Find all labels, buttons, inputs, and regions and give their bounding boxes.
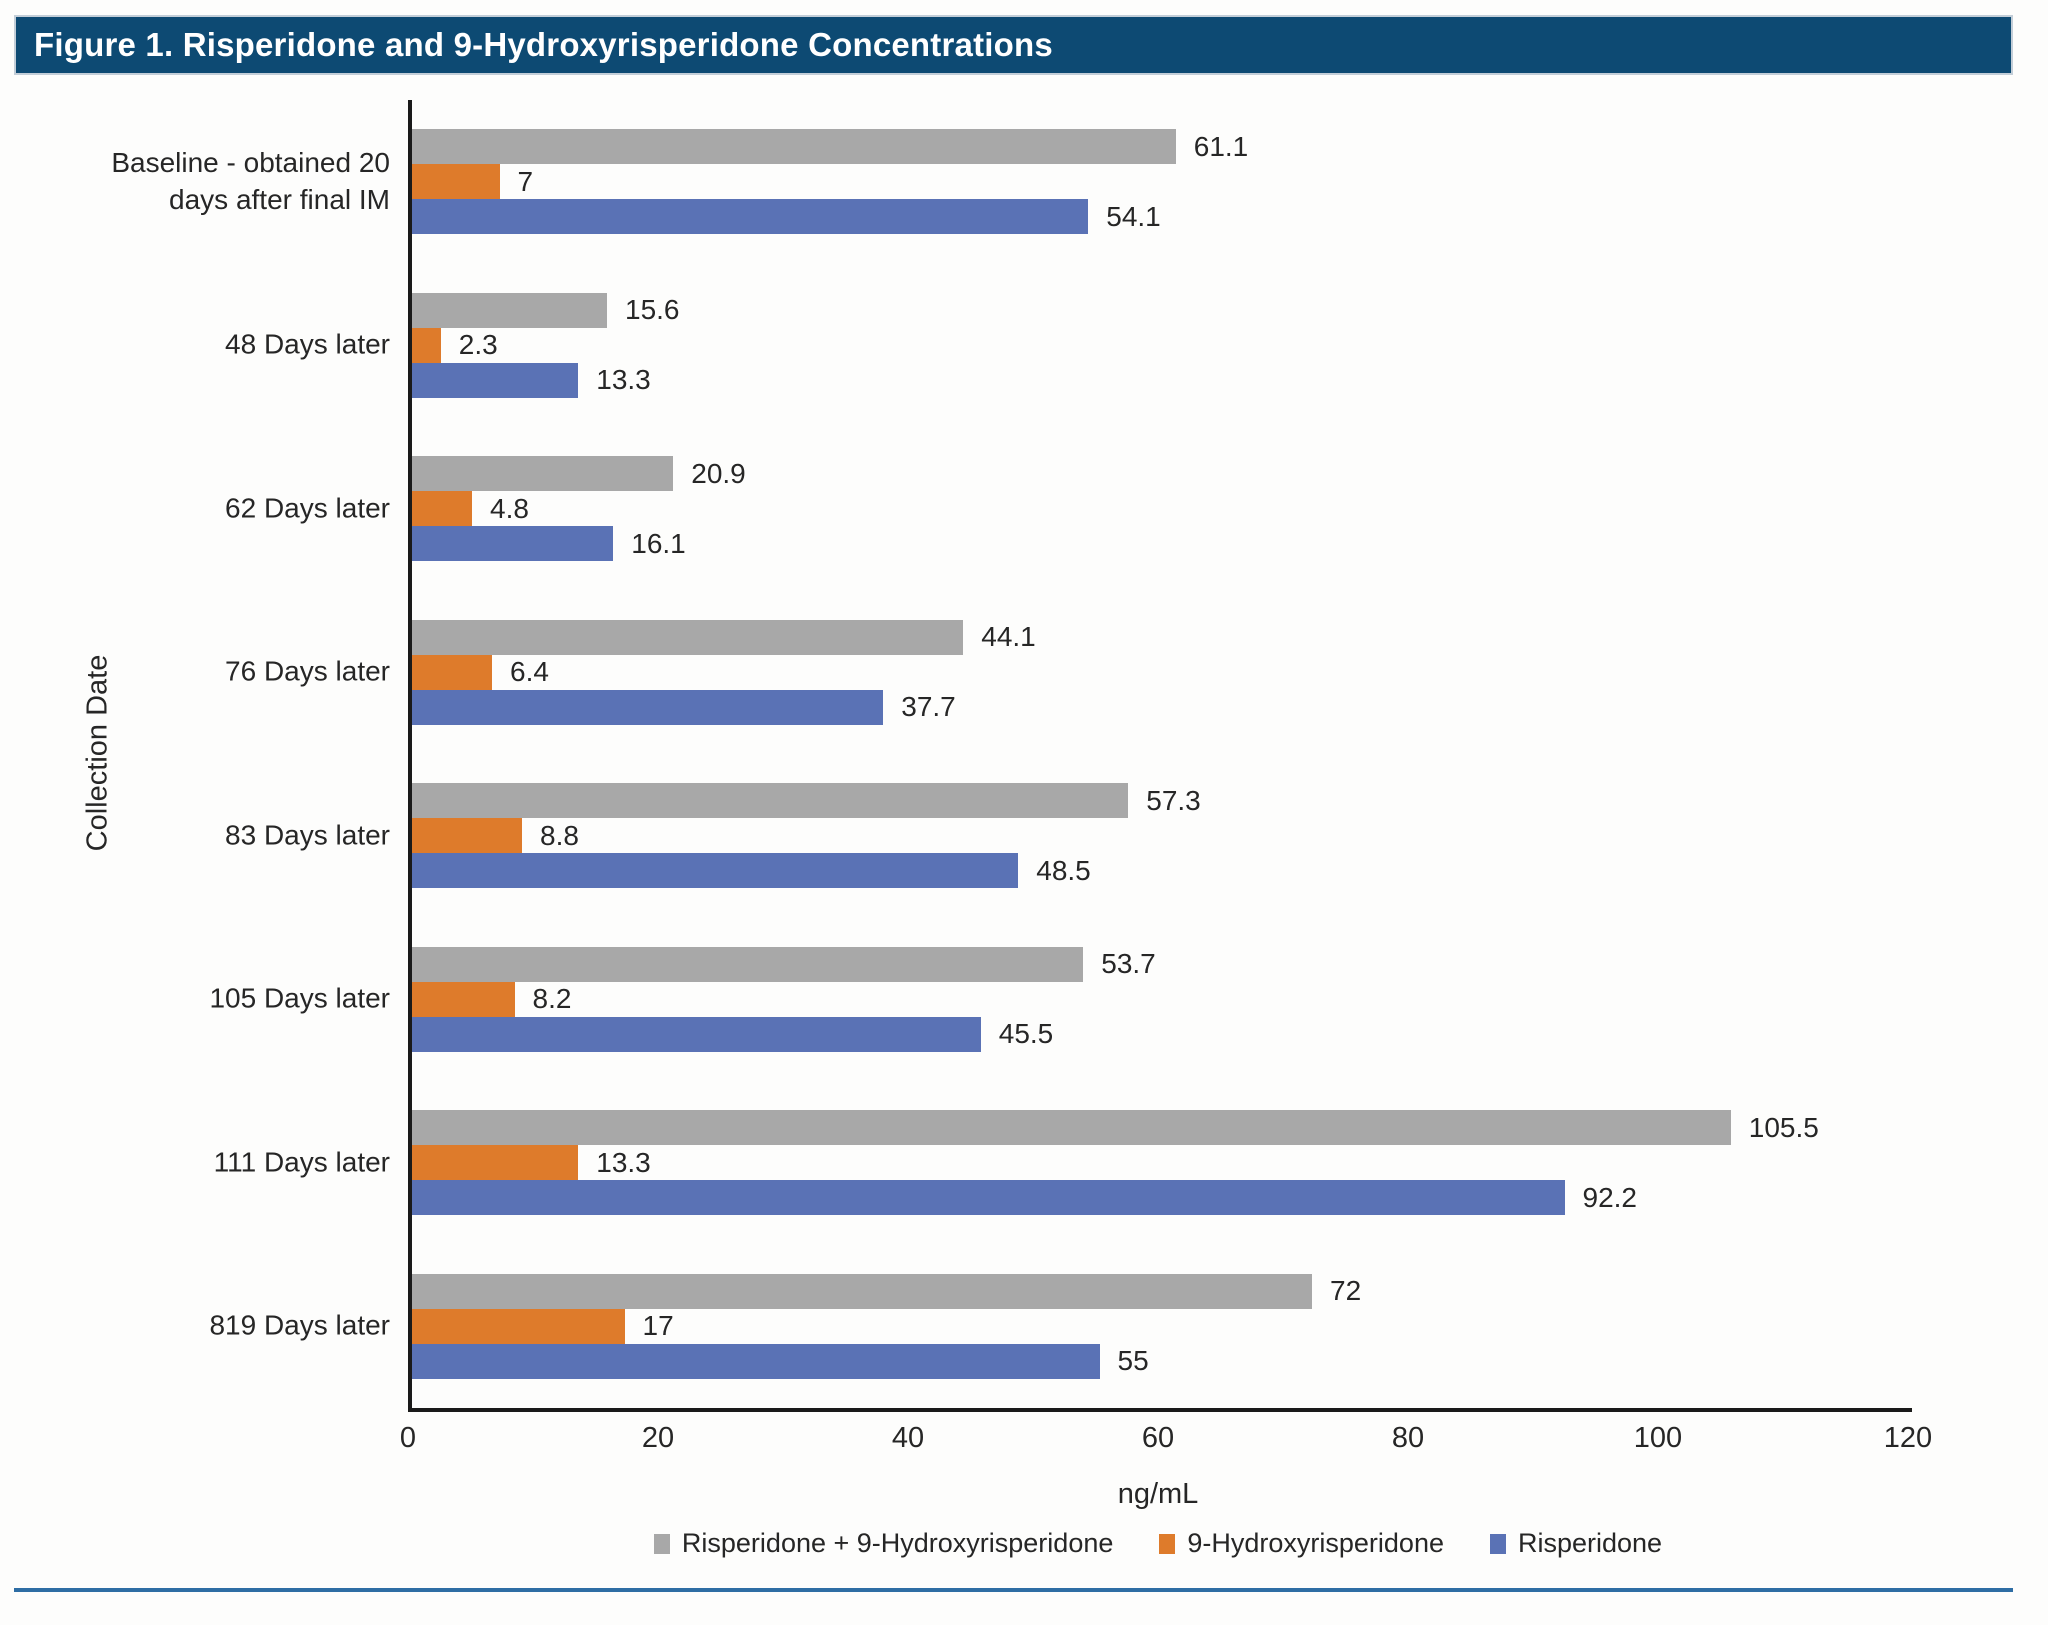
bar-value-label: 53.7 — [1101, 948, 1156, 980]
bottom-rule — [14, 1588, 2013, 1592]
chart-plot-area: 61.1 7 54.1 15.6 2.3 13.3 20.9 4.8 16.1 44.1 6.4 37… — [408, 100, 1912, 1412]
figure-title-bar: Figure 1. Risperidone and 9-Hydroxyrispe… — [14, 15, 2013, 75]
bar-9-hydroxyrisperidone: 6.4 — [412, 654, 549, 690]
legend-swatch-risperidone-9-hydroxyrisperidone — [653, 1533, 670, 1554]
bar-risperidone-9-hydroxyrisperidone: 20.9 — [412, 456, 746, 492]
bar-group: 72 17 55 — [412, 1245, 1912, 1409]
legend-label: Risperidone + 9-Hydroxyrisperidone — [681, 1528, 1114, 1558]
x-axis-label: ng/mL — [1117, 1478, 1199, 1510]
category-label: 48 Days later — [225, 328, 390, 360]
bar-risperidone: 13.3 — [412, 362, 651, 398]
category-label: 76 Days later — [225, 655, 390, 687]
bar-value-label: 17 — [642, 1310, 674, 1342]
bar-value-label: 6.4 — [510, 656, 549, 688]
bar-value-label: 8.2 — [532, 983, 572, 1015]
bar-risperidone-9-hydroxyrisperidone: 53.7 — [412, 946, 1156, 982]
bar-group: 15.6 2.3 13.3 — [412, 264, 1912, 428]
category-label: Baseline - obtained 20 days after final … — [111, 146, 390, 215]
bar-value-label: 54.1 — [1106, 200, 1161, 232]
bar-risperidone-9-hydroxyrisperidone: 44.1 — [412, 619, 1036, 655]
bar-value-label: 61.1 — [1193, 130, 1249, 162]
bar-9-hydroxyrisperidone: 8.8 — [412, 818, 579, 854]
bar-group: 57.3 8.8 48.5 — [412, 754, 1912, 918]
bar-value-label: 45.5 — [998, 1018, 1054, 1050]
legend-swatch-9-hydroxyrisperidone — [1159, 1533, 1176, 1554]
bar-value-label: 16.1 — [631, 527, 686, 559]
bar-value-label: 15.6 — [625, 294, 680, 326]
bar-risperidone-9-hydroxyrisperidone: 105.5 — [412, 1110, 1819, 1146]
bar-value-label: 105.5 — [1748, 1111, 1819, 1143]
bar-risperidone: 48.5 — [412, 853, 1091, 889]
bar-value-label: 37.7 — [901, 691, 956, 723]
legend-label: 9-Hydroxyrisperidone — [1187, 1528, 1444, 1558]
legend-item: Risperidone + 9-Hydroxyrisperidone — [653, 1528, 1114, 1559]
bar-9-hydroxyrisperidone: 13.3 — [412, 1145, 651, 1181]
bar-value-label: 13.3 — [596, 364, 651, 396]
x-tick-label: 40 — [891, 1422, 925, 1454]
bar-risperidone-9-hydroxyrisperidone: 61.1 — [412, 129, 1248, 165]
bar-risperidone-9-hydroxyrisperidone: 57.3 — [412, 783, 1201, 819]
bar-value-label: 57.3 — [1146, 784, 1201, 816]
bar-value-label: 92.2 — [1582, 1181, 1638, 1213]
category-label: 819 Days later — [209, 1309, 390, 1341]
bar-group: 61.1 7 54.1 — [412, 100, 1912, 264]
bar-risperidone: 92.2 — [412, 1180, 1637, 1216]
bar-value-label: 72 — [1330, 1275, 1362, 1307]
bar-value-label: 48.5 — [1036, 854, 1091, 886]
bar-value-label: 7 — [517, 165, 534, 197]
bar-9-hydroxyrisperidone: 7 — [412, 164, 533, 200]
bar-group: 53.7 8.2 45.5 — [412, 918, 1912, 1082]
bar-group: 105.5 13.3 92.2 — [412, 1081, 1912, 1245]
category-label: 83 Days later — [225, 819, 390, 851]
bar-9-hydroxyrisperidone: 4.8 — [412, 491, 529, 527]
figure-title: Figure 1. Risperidone and 9-Hydroxyrispe… — [34, 26, 1053, 63]
bar-value-label: 13.3 — [596, 1146, 651, 1178]
category-label: 111 Days later — [213, 1146, 390, 1178]
bar-9-hydroxyrisperidone: 2.3 — [412, 327, 498, 363]
bar-value-label: 8.8 — [540, 819, 579, 851]
bar-risperidone-9-hydroxyrisperidone: 15.6 — [412, 292, 680, 328]
bar-risperidone: 45.5 — [412, 1016, 1053, 1052]
legend-item: Risperidone — [1489, 1528, 1663, 1559]
legend: Risperidone + 9-Hydroxyrisperidone 9-Hydr… — [408, 1528, 1908, 1559]
bar-risperidone: 37.7 — [412, 689, 956, 725]
legend-swatch-risperidone — [1489, 1533, 1506, 1554]
bar-risperidone: 54.1 — [412, 199, 1161, 235]
bar-risperidone-9-hydroxyrisperidone: 72 — [412, 1273, 1361, 1309]
bar-value-label: 2.3 — [458, 329, 498, 361]
bar-value-label: 4.8 — [490, 492, 529, 524]
bar-group: 44.1 6.4 37.7 — [412, 591, 1912, 755]
legend-item: 9-Hydroxyrisperidone — [1159, 1528, 1444, 1559]
bar-group: 20.9 4.8 16.1 — [412, 427, 1912, 591]
category-label: 62 Days later — [225, 492, 390, 524]
x-tick-label: 20 — [641, 1422, 675, 1454]
x-tick-label: 60 — [1141, 1422, 1175, 1454]
x-tick-label: 0 — [399, 1422, 417, 1454]
x-tick-label: 120 — [1883, 1422, 1933, 1454]
x-tick-label: 80 — [1391, 1422, 1425, 1454]
legend-label: Risperidone — [1517, 1528, 1663, 1558]
bar-9-hydroxyrisperidone: 8.2 — [412, 981, 571, 1017]
bar-value-label: 44.1 — [981, 621, 1036, 653]
bar-risperidone: 55 — [412, 1343, 1149, 1379]
x-tick-label: 100 — [1633, 1422, 1683, 1454]
category-label: 105 Days later — [209, 982, 390, 1014]
bar-risperidone: 16.1 — [412, 526, 686, 562]
bar-9-hydroxyrisperidone: 17 — [412, 1308, 674, 1344]
bar-value-label: 20.9 — [691, 457, 746, 489]
bar-value-label: 55 — [1117, 1345, 1149, 1377]
